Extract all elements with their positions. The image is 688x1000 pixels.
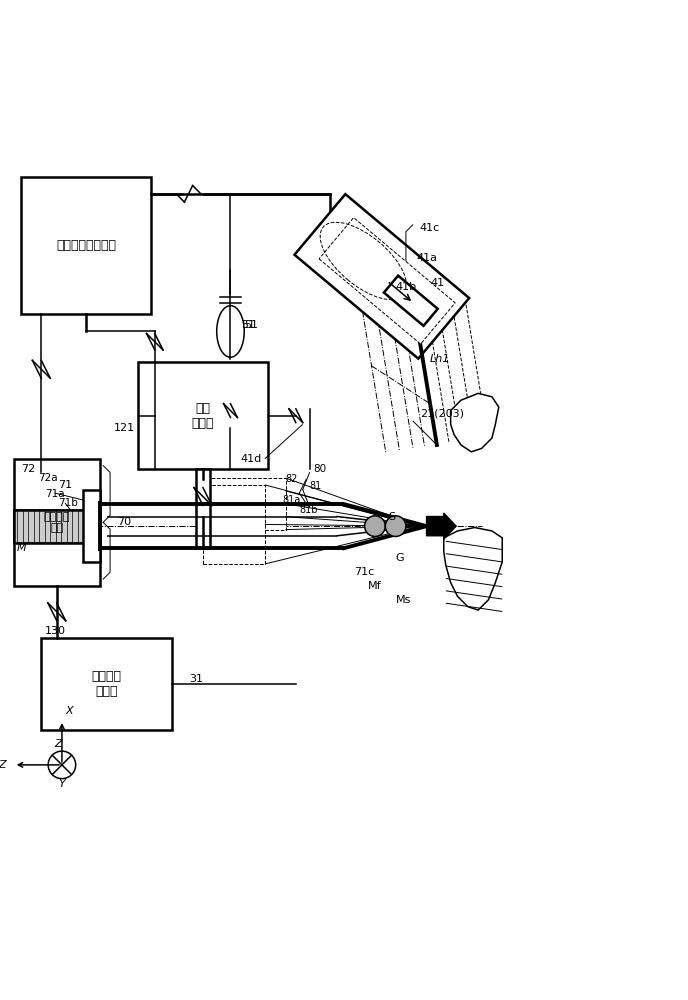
Bar: [14, 459, 100, 586]
Text: 51: 51: [241, 320, 255, 330]
Text: Ms: Ms: [396, 595, 411, 605]
PathPatch shape: [444, 528, 502, 610]
Text: G: G: [396, 553, 405, 563]
FancyArrow shape: [427, 513, 456, 539]
Bar: [14, 510, 100, 543]
Text: Z: Z: [54, 739, 63, 749]
Text: 材料供给
控制器: 材料供给 控制器: [92, 670, 122, 698]
Bar: [41, 638, 172, 730]
Circle shape: [48, 751, 76, 779]
Text: 72: 72: [21, 464, 35, 474]
Text: 41: 41: [430, 278, 444, 288]
Text: 82: 82: [286, 474, 298, 484]
Bar: [83, 490, 100, 562]
Text: 130: 130: [45, 626, 66, 636]
Text: Mf: Mf: [368, 581, 382, 591]
Circle shape: [385, 516, 406, 536]
Bar: [14, 510, 100, 543]
Polygon shape: [319, 218, 455, 344]
Text: 41a: 41a: [416, 253, 438, 263]
Text: Y: Y: [58, 779, 65, 789]
Text: 81: 81: [310, 481, 322, 491]
Text: 71b: 71b: [58, 498, 78, 508]
Text: 21(203): 21(203): [420, 409, 464, 419]
Text: 80: 80: [313, 464, 326, 474]
Bar: [203, 485, 265, 564]
Bar: [138, 362, 268, 469]
Text: Z: Z: [0, 760, 6, 770]
Text: 激光
振荡器: 激光 振荡器: [192, 402, 214, 430]
Bar: [196, 469, 210, 548]
Text: 41d: 41d: [241, 454, 262, 464]
Text: 71a: 71a: [45, 489, 65, 499]
Text: S: S: [389, 512, 396, 522]
Text: 材料供给
单元: 材料供给 单元: [43, 512, 70, 533]
Text: 71c: 71c: [354, 567, 374, 577]
Text: M: M: [17, 543, 27, 553]
Bar: [21, 177, 151, 314]
Text: 71: 71: [58, 480, 73, 490]
Text: 121: 121: [114, 423, 135, 433]
Polygon shape: [384, 276, 438, 326]
Polygon shape: [294, 194, 469, 359]
Text: 第一灯输出控制器: 第一灯输出控制器: [56, 239, 116, 252]
Text: 31: 31: [189, 674, 203, 684]
PathPatch shape: [451, 393, 499, 452]
Circle shape: [365, 516, 385, 536]
Bar: [203, 478, 286, 530]
Text: 72a: 72a: [38, 473, 58, 483]
Text: 41c: 41c: [420, 223, 440, 233]
Text: Lh1: Lh1: [430, 354, 451, 364]
Text: 41b: 41b: [396, 282, 417, 292]
Text: 51: 51: [244, 320, 258, 330]
Text: 81a: 81a: [282, 495, 301, 505]
Text: X: X: [65, 706, 73, 716]
Text: 81b: 81b: [299, 505, 318, 515]
Text: 70: 70: [117, 517, 131, 527]
